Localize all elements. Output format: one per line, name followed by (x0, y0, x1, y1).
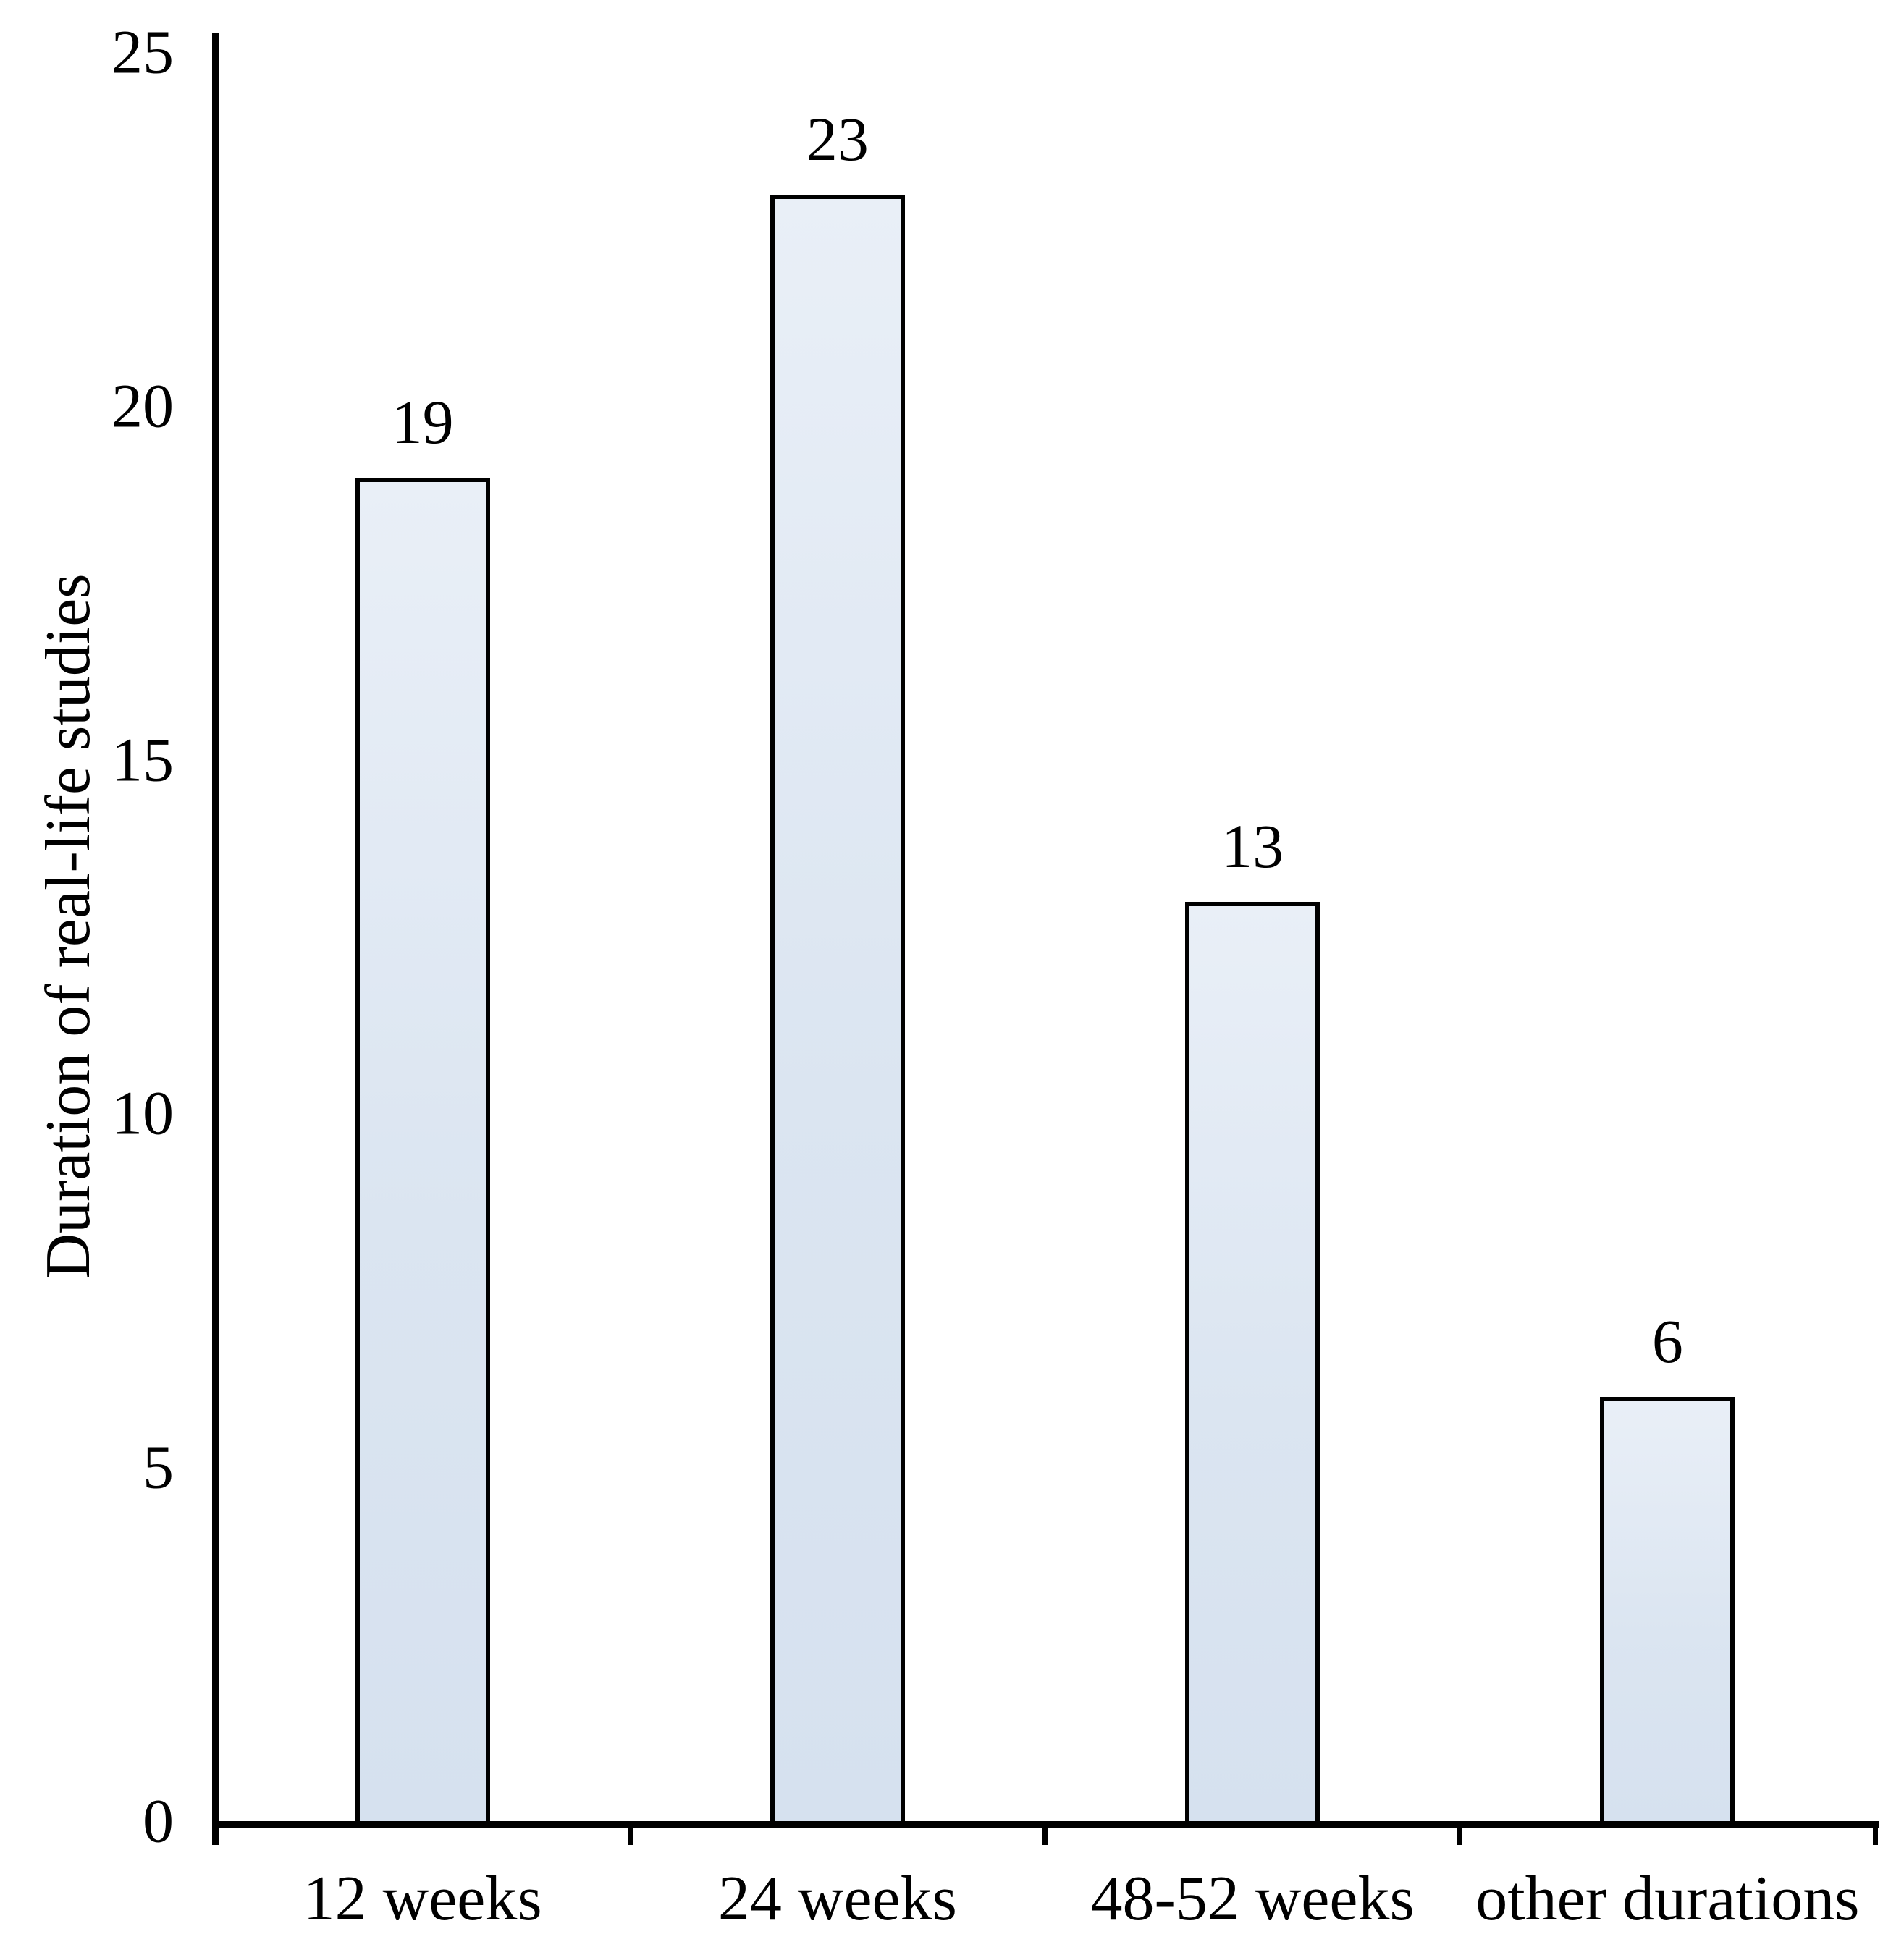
y-tick-label: 25 (111, 17, 174, 87)
y-axis-line (211, 33, 219, 1845)
bar-value-label: 13 (1221, 811, 1284, 882)
y-tick-label: 0 (143, 1786, 174, 1856)
bar (355, 477, 490, 1822)
x-category-label: 48-52 weeks (1090, 1864, 1415, 1934)
bar (1185, 902, 1320, 1822)
y-tick-label: 20 (111, 371, 174, 441)
x-category-label: 24 weeks (717, 1864, 957, 1934)
x-category-label: other durations (1475, 1864, 1860, 1934)
bar-value-label: 23 (806, 104, 869, 174)
x-axis-tick (1457, 1822, 1463, 1845)
y-tick-label: 15 (111, 724, 174, 794)
y-tick-label: 10 (111, 1078, 174, 1148)
x-axis-line (211, 1821, 1879, 1828)
x-axis-tick (1872, 1822, 1878, 1845)
bar (1600, 1397, 1735, 1822)
y-tick-label: 5 (143, 1432, 174, 1502)
bar-value-label: 6 (1651, 1306, 1683, 1377)
bar-value-label: 19 (391, 387, 454, 457)
bar (770, 194, 905, 1822)
y-axis-title: Duration of real-life studies (33, 573, 104, 1280)
x-axis-tick (1042, 1822, 1048, 1845)
x-axis-tick (627, 1822, 633, 1845)
x-category-label: 12 weeks (303, 1864, 542, 1934)
